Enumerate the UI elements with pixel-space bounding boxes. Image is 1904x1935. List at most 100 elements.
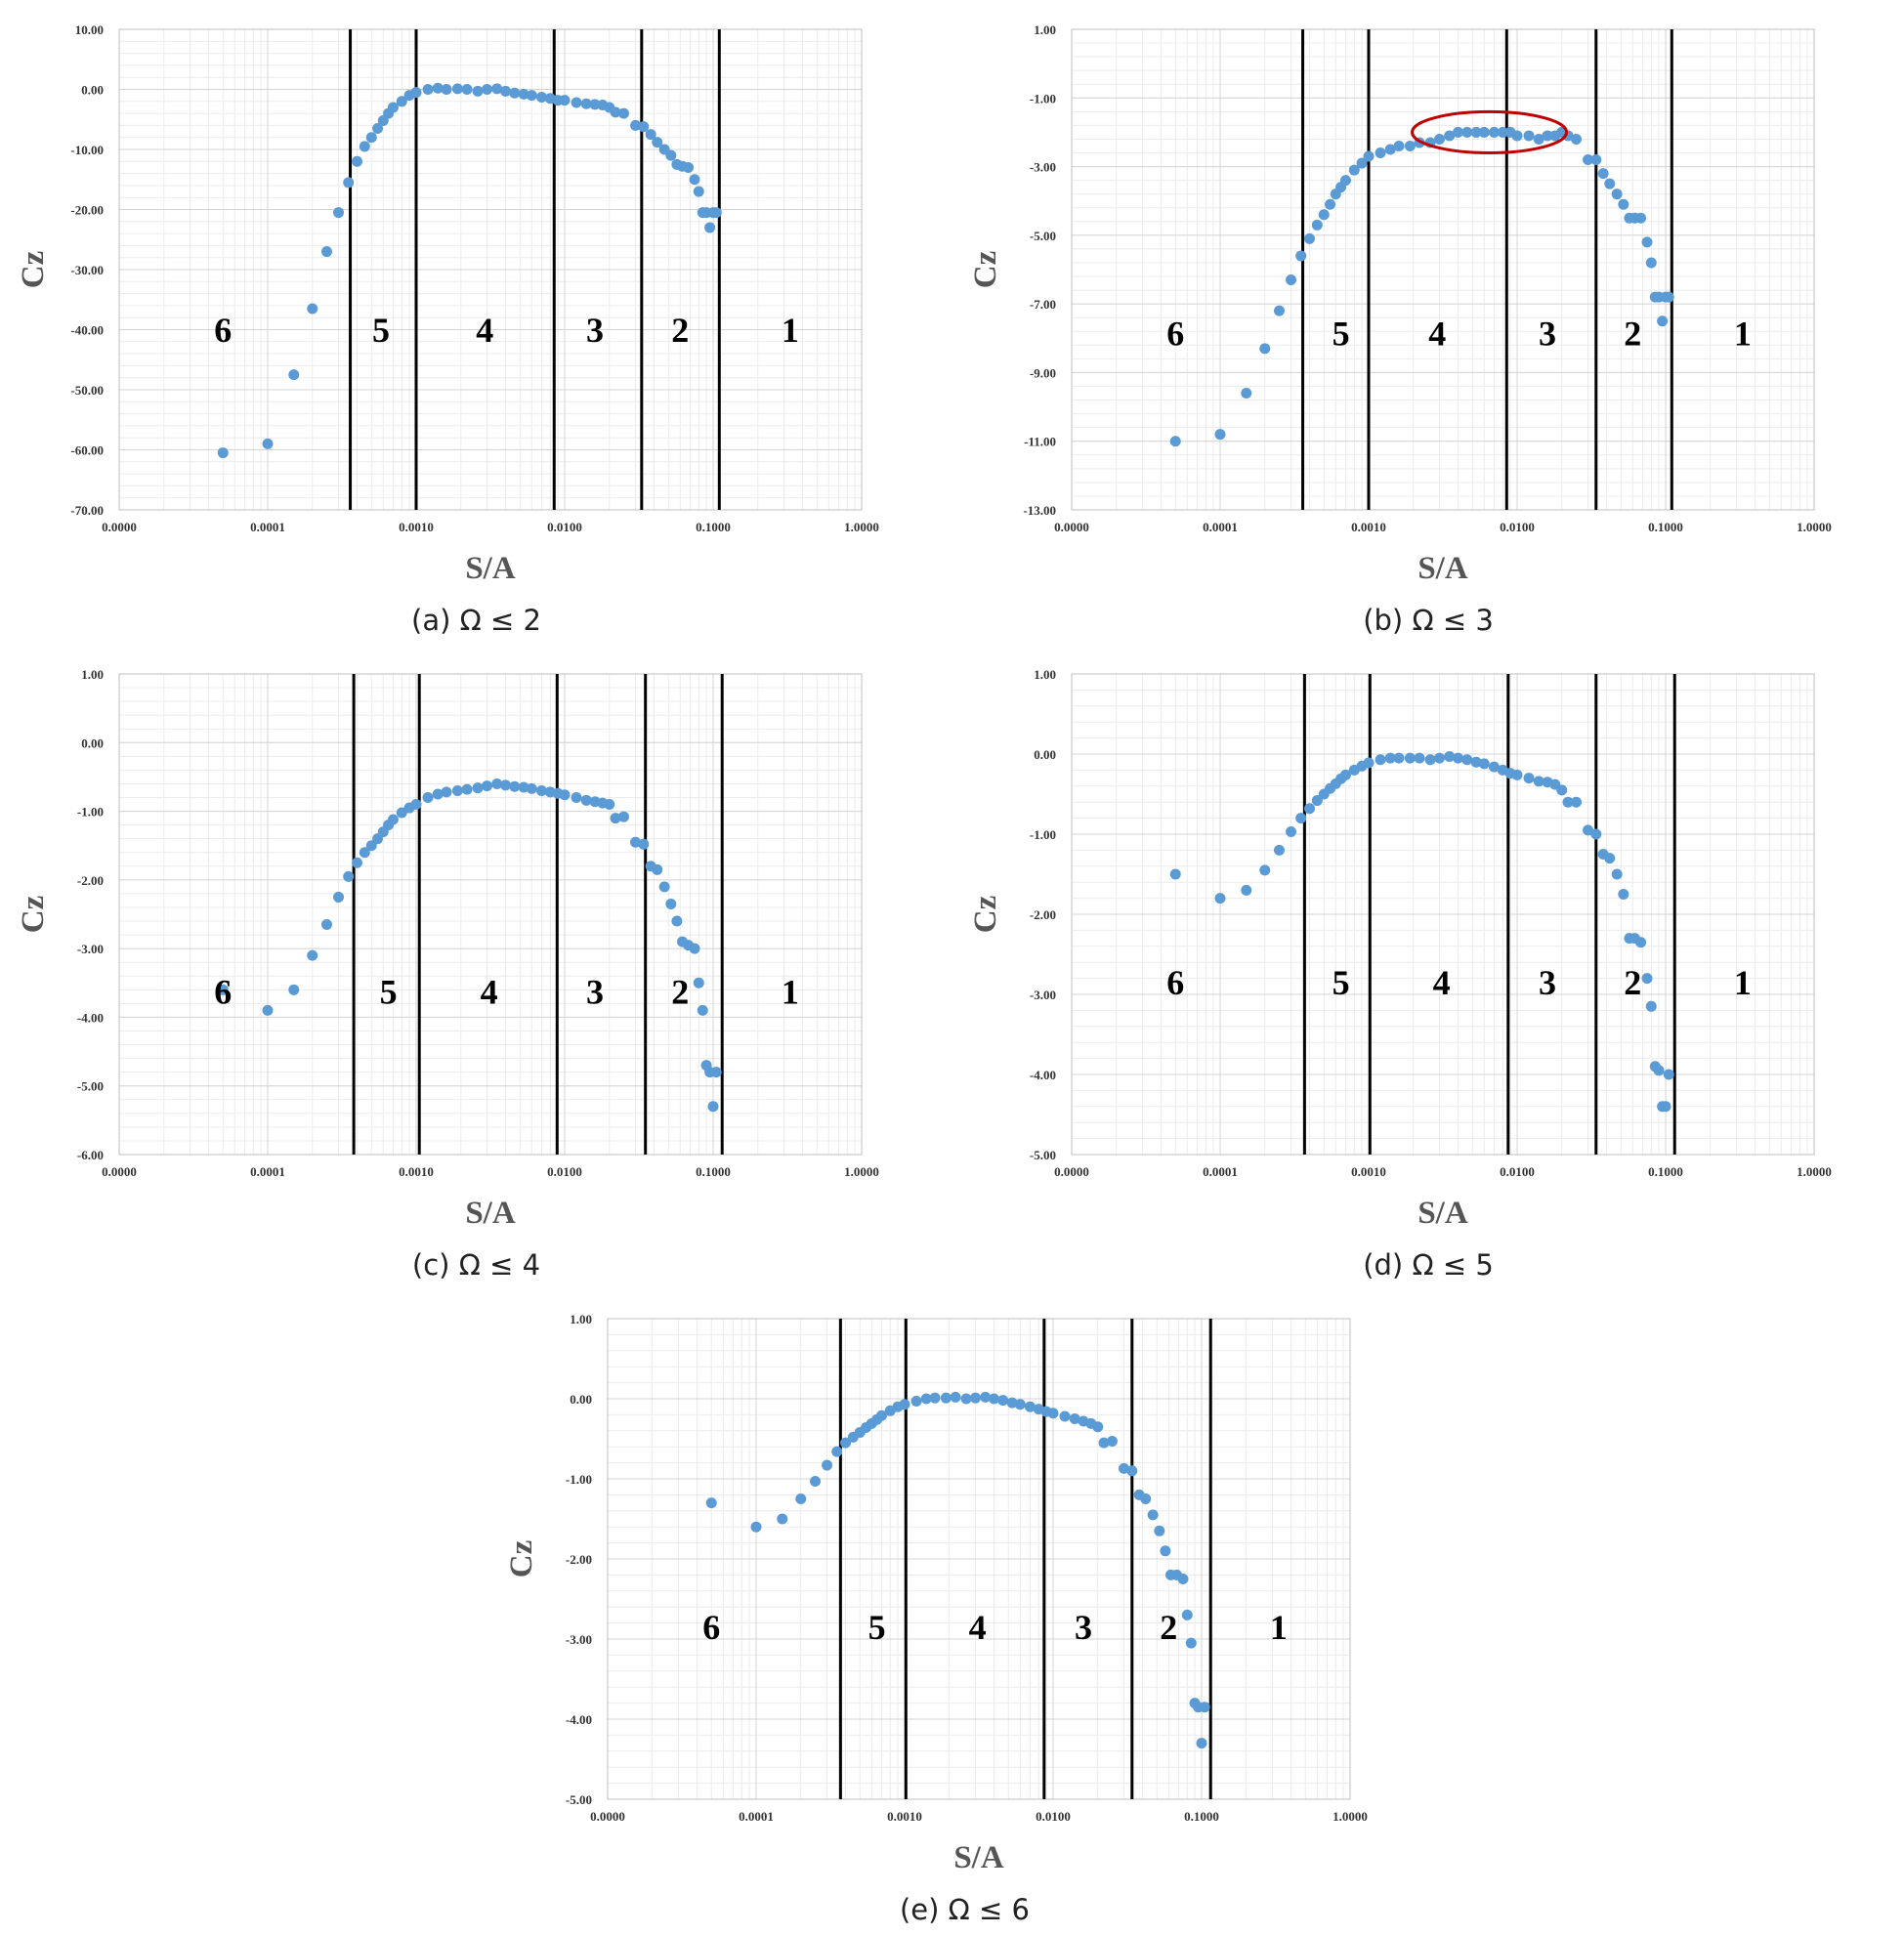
data-point [1434,133,1446,145]
data-point [1444,130,1456,142]
x-tick-label: 0.0010 [887,1809,922,1824]
data-point [526,90,537,102]
data-point [1453,126,1464,138]
data-point [1177,1574,1189,1584]
data-point [1597,168,1609,180]
data-point [559,95,571,106]
data-point [1273,844,1285,856]
data-point [1645,1000,1657,1012]
region-label: 6 [1166,314,1184,353]
data-point [482,84,493,95]
data-point [1273,305,1285,316]
data-point [630,119,642,131]
data-point [1348,164,1360,176]
chart-panel-e: 0.0000 0.0001 0.0010 0.0100 0.1000 1.0000 1.00… [488,1289,1441,1934]
data-point [320,246,332,258]
data-point [1663,1069,1674,1080]
x-tick-label: 0.0000 [590,1809,625,1824]
data-point [288,369,300,381]
x-tick-label: 0.0001 [739,1809,774,1824]
data-point [1663,291,1674,303]
data-point [750,1521,762,1533]
data-point [809,1475,821,1487]
data-point [997,1395,1009,1407]
plot-border [118,28,863,511]
chart-panel-c: 0.0000 0.0001 0.0010 0.0100 0.1000 1.0000 1.00… [0,645,952,1289]
x-tick-label: 0.0001 [1203,1164,1238,1179]
grid [118,28,863,511]
data-point [920,1393,932,1405]
data-point [1185,1637,1197,1649]
region-label: 3 [1539,314,1556,353]
data-point [1241,884,1252,896]
data-point [535,784,547,796]
data-point [899,1399,910,1410]
data-point [970,1392,982,1404]
region-label: 3 [1075,1608,1092,1647]
x-axis-title: S/A [1417,1196,1468,1231]
x-tick-label: 1.0000 [844,1164,879,1179]
y-axis-title: Cz [16,251,51,288]
region-label: 2 [1624,963,1641,1002]
data-point [500,85,512,97]
data-point [410,87,422,99]
data-point [333,207,345,219]
y-tick-label: -3.00 [566,1632,592,1647]
data-point [652,863,663,875]
data-point [1106,1435,1118,1447]
data-point [665,149,677,161]
data-point [630,836,642,848]
region-label: 5 [868,1608,886,1647]
data-point [441,786,452,798]
chart-caption: (c) Ω ≤ 4 [411,1248,541,1282]
chart-panel-a: 0.0000 0.0001 0.0010 0.0100 0.1000 1.0000 10.0… [0,0,952,645]
data-point [1318,209,1330,221]
data-point [610,813,621,824]
x-tick-label: 0.0100 [1500,520,1535,534]
chart-svg-a: 0.0000 0.0001 0.0010 0.0100 0.1000 1.000010.0… [16,22,879,586]
region-label: 2 [671,311,689,350]
data-point [1478,126,1490,138]
y-tick-label: -70.00 [70,503,104,518]
x-tick-label: 0.0000 [1054,1164,1089,1179]
y-tick-label: -30.00 [70,263,104,277]
data-point [1059,1410,1071,1422]
data-point [1523,130,1535,142]
x-tick-label: 0.0100 [1500,1164,1535,1179]
data-point [950,1391,961,1403]
data-point [1424,754,1436,766]
data-point [432,788,444,800]
data-point [580,98,592,109]
y-tick-label: 0.00 [570,1392,592,1407]
data-point [262,438,274,449]
y-tick-label: -60.00 [70,443,104,458]
data-point [1641,973,1653,985]
data-point [535,91,547,103]
plot-border [118,673,863,1156]
data-point [1169,436,1181,447]
data-point [910,1395,922,1407]
x-axis-title: S/A [1417,551,1468,586]
y-tick-label: 1.00 [81,667,104,682]
data-point [365,840,377,852]
data-point [518,88,529,100]
y-tick-label: 0.00 [81,736,104,750]
y-tick-label: -50.00 [70,383,104,398]
x-tick-label: 0.0010 [1351,520,1386,534]
chart-svg-d: 0.0000 0.0001 0.0010 0.0100 0.1000 1.0000 1.00… [968,667,1832,1231]
data-point [1653,1065,1665,1076]
chart-caption: (b) Ω ≤ 3 [1363,604,1494,637]
data-point [1286,274,1297,286]
data-point [1393,752,1405,764]
data-point [1092,1421,1104,1433]
region-label: 6 [214,311,232,350]
data-point [461,84,473,95]
data-point [710,1067,722,1078]
y-tick-label: -6.00 [77,1148,104,1162]
data-point [795,1493,807,1504]
x-tick-label: 0.0100 [1036,1809,1071,1824]
data-point [472,85,484,97]
data-point [1375,147,1386,159]
data-point [1583,824,1594,836]
data-point [217,984,229,995]
